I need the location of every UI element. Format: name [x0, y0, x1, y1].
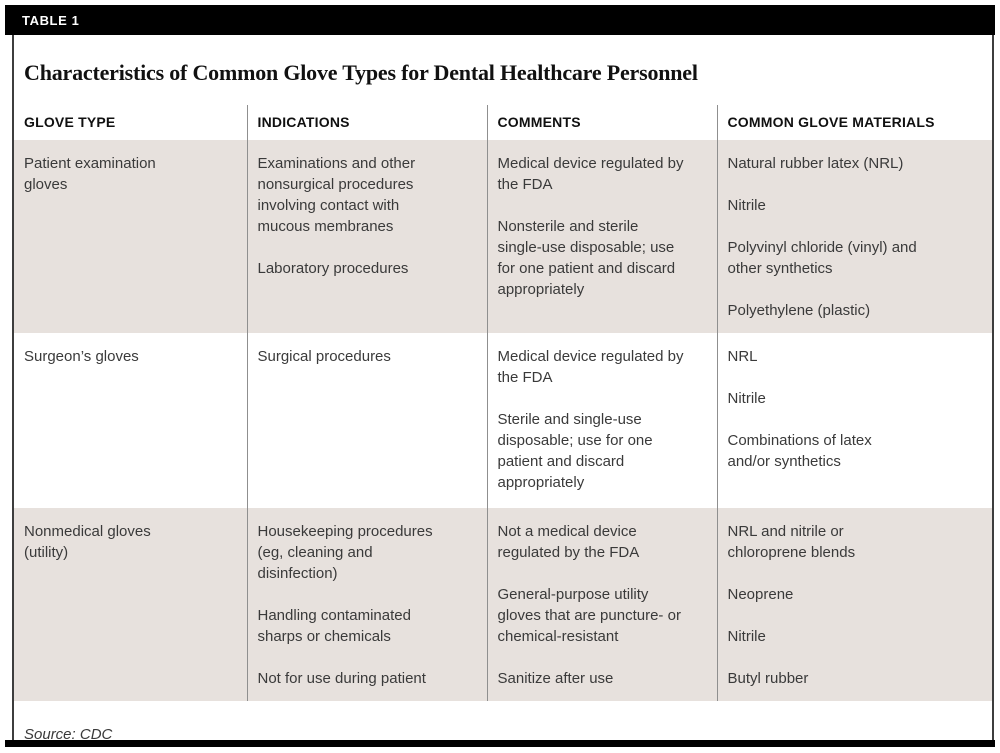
cell-comments: Not a medical device regulated by the FD… [486, 508, 717, 701]
cell-materials: NRL and nitrile or chloroprene blends Ne… [716, 508, 992, 701]
cell-indications: Housekeeping procedures (eg, cleaning an… [246, 508, 487, 701]
cell-indications: Surgical procedures [246, 333, 487, 508]
header-row: GLOVE TYPE INDICATIONS COMMENTS COMMON G… [14, 105, 992, 140]
cell-glove-type: Patient examination gloves [14, 140, 247, 333]
table-box: Characteristics of Common Glove Types fo… [12, 35, 994, 740]
column-header-comments: COMMENTS [486, 105, 717, 140]
table-row-nonmedical-gloves: Nonmedical gloves (utility) Housekeeping… [14, 508, 992, 701]
bottom-border-bar [5, 740, 995, 747]
glove-table: GLOVE TYPE INDICATIONS COMMENTS COMMON G… [14, 105, 992, 701]
table-label-bar: TABLE 1 [5, 5, 995, 35]
cell-materials: NRL Nitrile Combinations of latex and/or… [716, 333, 992, 508]
table-row-patient-examination-gloves: Patient examination gloves Examinations … [14, 140, 992, 333]
cell-glove-type: Surgeon’s gloves [24, 348, 139, 365]
table-row-surgeons-gloves: Surgeon’s gloves Surgical procedures Med… [14, 333, 992, 508]
column-header-glove-type: GLOVE TYPE [14, 105, 247, 140]
table-label: TABLE 1 [22, 12, 80, 28]
cell-materials: Natural rubber latex (NRL) Nitrile Polyv… [716, 140, 992, 333]
source-note: Source: CDC [24, 726, 113, 740]
cell-glove-type: Nonmedical gloves (utility) [14, 508, 247, 701]
cell-comments: Medical device regulated by the FDA Ster… [486, 333, 717, 508]
cell-indications: Examinations and other nonsurgical proce… [246, 140, 487, 333]
column-header-materials: COMMON GLOVE MATERIALS [716, 105, 992, 140]
column-header-indications: INDICATIONS [246, 105, 487, 140]
cell-comments: Medical device regulated by the FDA Nons… [486, 140, 717, 333]
table-title: Characteristics of Common Glove Types fo… [24, 60, 698, 85]
